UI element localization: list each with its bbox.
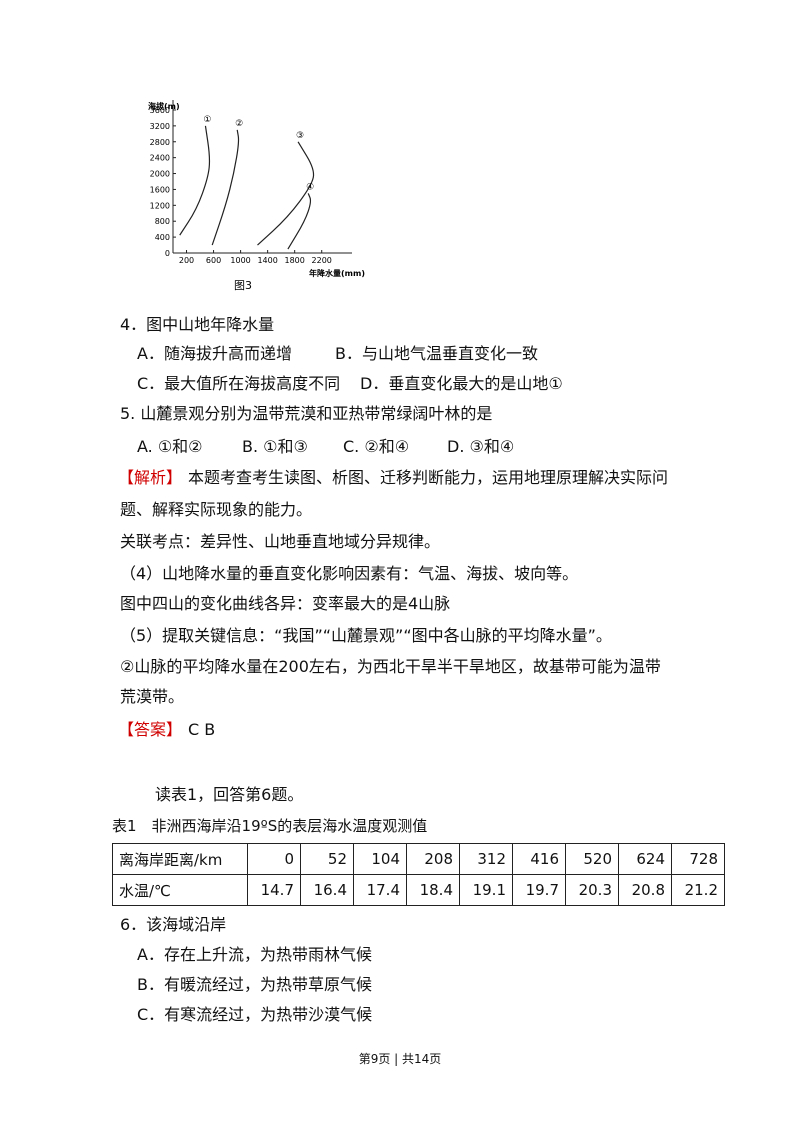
table-cell: 52 bbox=[300, 843, 354, 875]
table-row: 离海岸距离/km 0 52 104 208 312 416 520 624 728 bbox=[112, 843, 725, 875]
table-cell: 416 bbox=[512, 843, 566, 875]
option: B. ①和③ bbox=[242, 437, 308, 456]
table-cell: 离海岸距离/km bbox=[112, 843, 248, 875]
curve-label: ④ bbox=[306, 182, 314, 192]
text: ②山脉的平均降水量在200左右，为西北干旱半干旱地区，故基带可能为温带 bbox=[120, 657, 661, 676]
curve bbox=[211, 129, 240, 246]
table-cell: 19.7 bbox=[512, 874, 566, 906]
table-cell: 14.7 bbox=[247, 874, 301, 906]
y-tick-label: 3600 bbox=[150, 106, 170, 115]
option: A. ①和② bbox=[137, 437, 203, 456]
y-tick-label: 1600 bbox=[150, 185, 170, 194]
y-tick-label: 2000 bbox=[150, 170, 170, 179]
table-cell: 0 bbox=[247, 843, 301, 875]
text: 荒漠带。 bbox=[120, 687, 185, 706]
option: C．最大值所在海拔高度不同 bbox=[137, 374, 341, 393]
table-cell: 16.4 bbox=[300, 874, 354, 906]
x-tick-label: 1000 bbox=[230, 256, 250, 265]
table-cell: 520 bbox=[565, 843, 619, 875]
figure: 海拔(m) 年降水量(mm) 图3 0 400 800 1200 1600 2000 2400 28… bbox=[148, 100, 365, 292]
option: C．有寒流经过，为热带沙漠气候 bbox=[137, 1005, 373, 1024]
x-tick-label: 1800 bbox=[285, 256, 305, 265]
curve bbox=[257, 141, 315, 246]
option: D．垂直变化最大的是山地① bbox=[360, 374, 563, 393]
table-cell: 21.2 bbox=[671, 874, 725, 906]
table-cell: 624 bbox=[618, 843, 672, 875]
x-label: 年降水量(mm) bbox=[309, 268, 365, 278]
label: 【答案】 bbox=[118, 720, 183, 739]
text: 题、解释实际现象的能力。 bbox=[120, 500, 313, 519]
table: 离海岸距离/km 0 52 104 208 312 416 520 624 728 水温/℃ 14.7… bbox=[112, 843, 725, 906]
table-caption: 表1 非洲西海岸沿19ºS的表层海水温度观测值 bbox=[112, 817, 428, 835]
curve-label: ③ bbox=[296, 131, 304, 141]
y-tick-label: 800 bbox=[155, 217, 170, 226]
text: 读表1，回答第6题。 bbox=[155, 785, 304, 804]
y-tick-label: 400 bbox=[155, 233, 170, 242]
footer: 第9页 | 共14页 bbox=[358, 1052, 442, 1066]
y-label: 海拔(m) bbox=[148, 101, 180, 111]
curve bbox=[287, 193, 312, 250]
table-cell: 17.4 bbox=[353, 874, 407, 906]
x-tick-label: 200 bbox=[179, 256, 194, 265]
x-tick-label: 1400 bbox=[257, 256, 277, 265]
text: 本题考查考生读图、析图、迁移判断能力，运用地理原理解决实际问 bbox=[188, 468, 669, 487]
y-tick-label: 3200 bbox=[150, 122, 170, 131]
question: 5. 山麓景观分别为温带荒漠和亚热带常绿阔叶林的是 bbox=[120, 404, 493, 423]
y-tick-label: 2400 bbox=[150, 154, 170, 163]
table-cell: 104 bbox=[353, 843, 407, 875]
table-cell: 20.8 bbox=[618, 874, 672, 906]
text: 关联考点：差异性、山地垂直地域分异规律。 bbox=[120, 532, 441, 551]
table-cell: 20.3 bbox=[565, 874, 619, 906]
question: 6．该海域沿岸 bbox=[120, 915, 227, 934]
option: D. ③和④ bbox=[447, 437, 515, 456]
table-cell: 18.4 bbox=[406, 874, 460, 906]
x-tick-label: 2200 bbox=[312, 256, 332, 265]
question: 4．图中山地年降水量 bbox=[120, 315, 275, 334]
label: 【解析】 bbox=[118, 468, 183, 487]
text: （5）提取关键信息：“我国”“山麓景观”“图中各山脉的平均降水量”。 bbox=[120, 626, 612, 645]
x-tick-label: 600 bbox=[206, 256, 221, 265]
y-tick-label: 1200 bbox=[150, 201, 170, 210]
table-cell: 208 bbox=[406, 843, 460, 875]
curve-label: ① bbox=[203, 115, 211, 125]
table-cell: 水温/℃ bbox=[112, 874, 248, 906]
option: C. ②和④ bbox=[343, 437, 410, 456]
curve-label: ② bbox=[235, 119, 243, 129]
text: （4）山地降水量的垂直变化影响因素有：气温、海拔、坡向等。 bbox=[120, 564, 579, 583]
caption: 图3 bbox=[234, 279, 252, 292]
table-cell: 312 bbox=[459, 843, 513, 875]
option: B．与山地气温垂直变化一致 bbox=[335, 344, 538, 363]
option: A．存在上升流，为热带雨林气候 bbox=[137, 945, 372, 964]
option: B．有暖流经过，为热带草原气候 bbox=[137, 975, 372, 994]
table-cell: 728 bbox=[671, 843, 725, 875]
y-tick-label: 0 bbox=[165, 249, 170, 258]
text: 图中四山的变化曲线各异：变率最大的是4山脉 bbox=[120, 594, 451, 613]
curve bbox=[179, 125, 211, 236]
table-row: 水温/℃ 14.7 16.4 17.4 18.4 19.1 19.7 20.3 20.8 21.2 bbox=[112, 874, 725, 906]
y-tick-label: 2800 bbox=[150, 138, 170, 147]
table-cell: 19.1 bbox=[459, 874, 513, 906]
answer: C B bbox=[188, 720, 216, 739]
option: A．随海拔升高而递增 bbox=[137, 344, 292, 363]
